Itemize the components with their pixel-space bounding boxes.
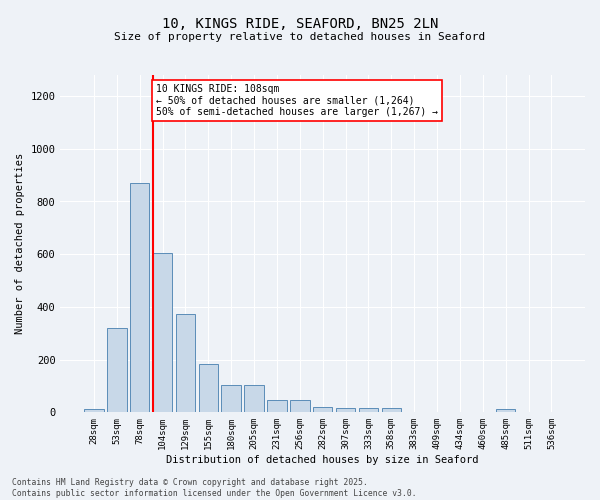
Bar xyxy=(221,384,241,412)
Bar xyxy=(267,400,287,412)
Bar xyxy=(244,384,264,412)
Bar xyxy=(313,407,332,412)
Text: 10, KINGS RIDE, SEAFORD, BN25 2LN: 10, KINGS RIDE, SEAFORD, BN25 2LN xyxy=(162,18,438,32)
Bar xyxy=(290,400,310,412)
Text: 10 KINGS RIDE: 108sqm
← 50% of detached houses are smaller (1,264)
50% of semi-d: 10 KINGS RIDE: 108sqm ← 50% of detached … xyxy=(157,84,439,117)
Y-axis label: Number of detached properties: Number of detached properties xyxy=(15,153,25,334)
Text: Contains HM Land Registry data © Crown copyright and database right 2025.
Contai: Contains HM Land Registry data © Crown c… xyxy=(12,478,416,498)
Bar xyxy=(382,408,401,412)
Bar xyxy=(153,253,172,412)
Bar xyxy=(359,408,378,412)
Text: Size of property relative to detached houses in Seaford: Size of property relative to detached ho… xyxy=(115,32,485,42)
Bar xyxy=(107,328,127,412)
Bar xyxy=(84,409,104,412)
Bar xyxy=(130,183,149,412)
Bar xyxy=(176,314,195,412)
Bar xyxy=(199,364,218,412)
Bar xyxy=(496,409,515,412)
X-axis label: Distribution of detached houses by size in Seaford: Distribution of detached houses by size … xyxy=(166,455,479,465)
Bar xyxy=(336,408,355,412)
